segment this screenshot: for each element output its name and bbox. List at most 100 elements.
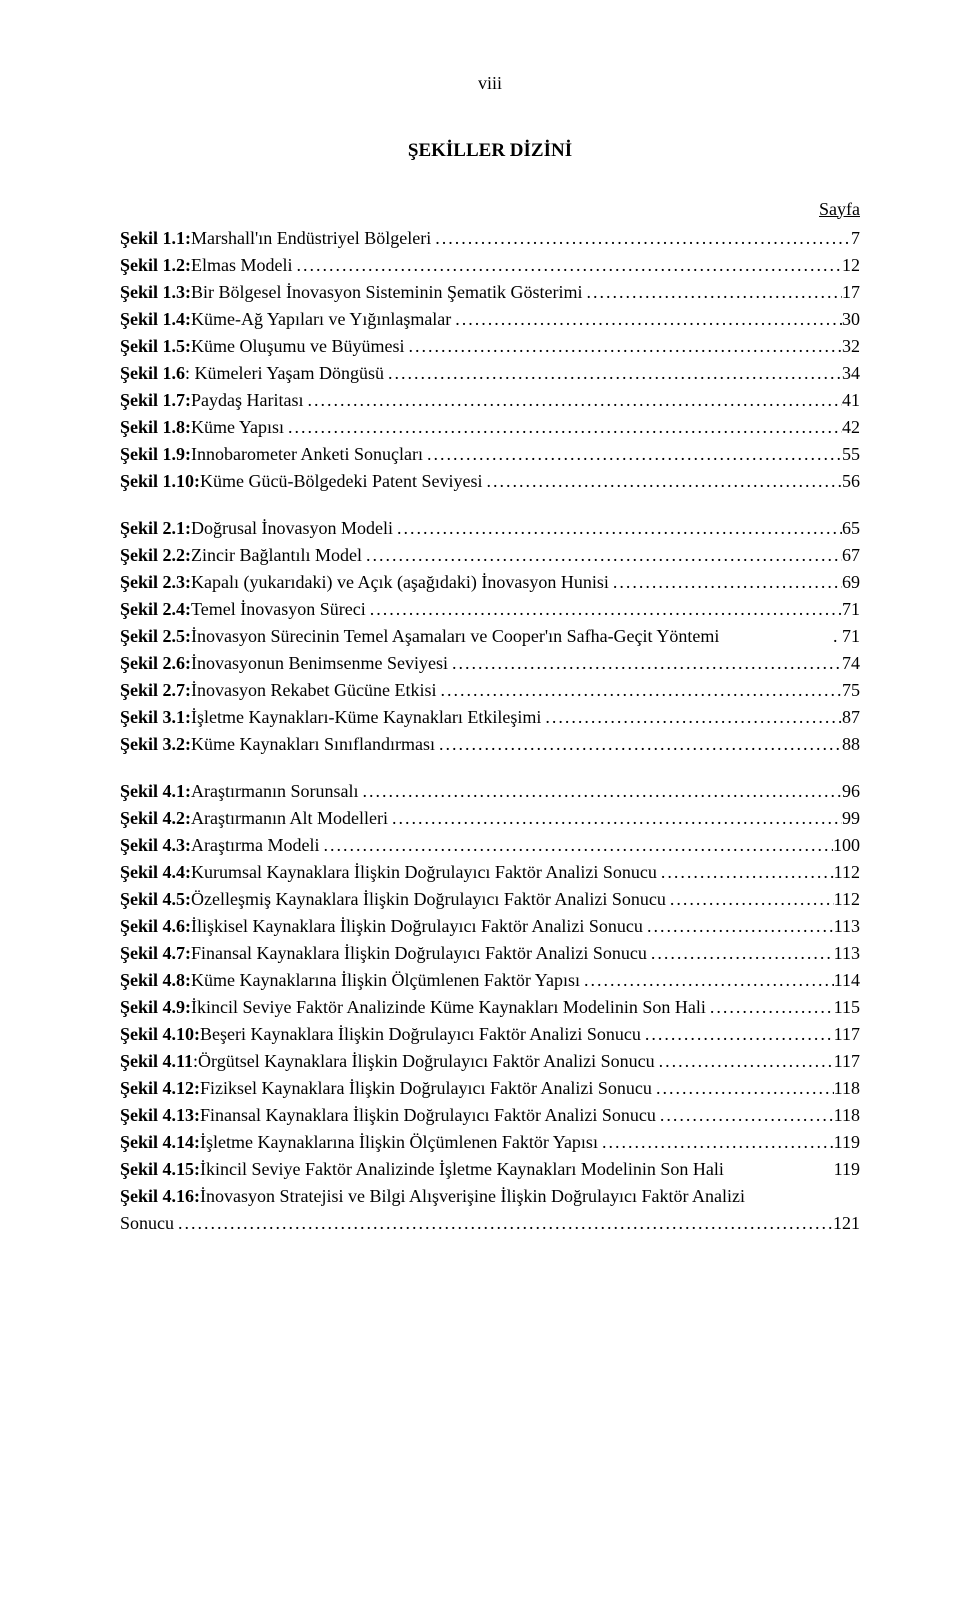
toc-entry-page: 115	[834, 994, 860, 1021]
toc-entry: Şekil 4.13: Finansal Kaynaklara İlişkin …	[120, 1102, 860, 1129]
list-of-figures-heading: ŞEKİLLER DİZİNİ	[120, 137, 860, 166]
toc-entry-page: 65	[842, 515, 860, 542]
toc-entry-label: Şekil 4.14:	[120, 1129, 200, 1156]
toc-entry: Şekil 4.6:İlişkisel Kaynaklara İlişkin D…	[120, 913, 860, 940]
toc-entry-text: İşletme Kaynakları-Küme Kaynakları Etkil…	[191, 704, 541, 731]
toc-entry-text: İkincil Seviye Faktör Analizinde Küme Ka…	[191, 994, 706, 1021]
toc-entry-text: İnovasyon Rekabet Gücüne Etkisi	[191, 677, 436, 704]
toc-entry-page: 117	[834, 1021, 860, 1048]
toc-leader	[284, 414, 842, 441]
toc-entry: Şekil 2.7:İnovasyon Rekabet Gücüne Etkis…	[120, 677, 860, 704]
toc-entry: Şekil 4.14:İşletme Kaynaklarına İlişkin …	[120, 1129, 860, 1156]
toc-entry-label: Şekil 1.8:	[120, 414, 191, 441]
toc-entry: Şekil 1.5: Küme Oluşumu ve Büyümesi32	[120, 333, 860, 360]
toc-entry-text: : Kümeleri Yaşam Döngüsü	[185, 360, 384, 387]
toc-entry-text: İşletme Kaynaklarına İlişkin Ölçümlenen …	[200, 1129, 598, 1156]
toc-leader	[366, 596, 842, 623]
toc-entry-page: 74	[842, 650, 860, 677]
toc-leader	[423, 441, 842, 468]
toc-entry-label: Şekil 1.3:	[120, 279, 191, 306]
toc-entry-text: İlişkisel Kaynaklara İlişkin Doğrulayıcı…	[191, 913, 643, 940]
toc-entry: Şekil 2.3: Kapalı (yukarıdaki) ve Açık (…	[120, 569, 860, 596]
toc-entry-label: Şekil 2.3:	[120, 569, 191, 596]
toc-entry-text: Beşeri Kaynaklara İlişkin Doğrulayıcı Fa…	[200, 1021, 641, 1048]
toc-leader	[609, 569, 842, 596]
toc-entry-page: 56	[842, 468, 860, 495]
toc-entry: Şekil 2.2: Zincir Bağlantılı Model67	[120, 542, 860, 569]
toc-entry-page: 17	[842, 279, 860, 306]
toc-group: Şekil 1.1: Marshall'ın Endüstriyel Bölge…	[120, 225, 860, 495]
toc-entry: Şekil 1.1: Marshall'ın Endüstriyel Bölge…	[120, 225, 860, 252]
toc-entry-text: Araştırmanın Alt Modelleri	[191, 805, 388, 832]
toc-entry: Şekil 4.4: Kurumsal Kaynaklara İlişkin D…	[120, 859, 860, 886]
toc-group: Şekil 4.1: Araştırmanın Sorunsalı96Şekil…	[120, 778, 860, 1237]
toc-leader	[583, 279, 843, 306]
toc-entry-text: Küme Kaynaklarına İlişkin Ölçümlenen Fak…	[191, 967, 580, 994]
toc-entry-page: 113	[834, 940, 860, 967]
toc-entry: Şekil 4.16: İnovasyon Stratejisi ve Bilg…	[120, 1183, 860, 1210]
toc-entry-text: Özelleşmiş Kaynaklara İlişkin Doğrulayıc…	[191, 886, 666, 913]
toc-leader	[652, 1075, 834, 1102]
page-number-roman: viii	[120, 70, 860, 97]
toc-entry-text: Doğrusal İnovasyon Modeli	[191, 515, 393, 542]
toc-entry-text: Bir Bölgesel İnovasyon Sisteminin Şemati…	[191, 279, 582, 306]
toc-entry-text: İkincil Seviye Faktör Analizinde İşletme…	[200, 1156, 724, 1183]
toc-entry-text: Araştırma Modeli	[191, 832, 319, 859]
toc-entry: Şekil 2.1: Doğrusal İnovasyon Modeli65	[120, 515, 860, 542]
toc-entry: Şekil 1.4: Küme-Ağ Yapıları ve Yığınlaşm…	[120, 306, 860, 333]
toc-entry-text: İnovasyonun Benimsenme Seviyesi	[191, 650, 448, 677]
toc-leader	[643, 913, 834, 940]
toc-entry: Şekil 4.2: Araştırmanın Alt Modelleri 99	[120, 805, 860, 832]
toc-entry-label: Şekil 4.3:	[120, 832, 191, 859]
toc-entry-text: Paydaş Haritası	[191, 387, 303, 414]
toc-entry-page: 100	[833, 832, 860, 859]
toc-leader	[435, 731, 842, 758]
toc-entry-label: Şekil 4.2:	[120, 805, 191, 832]
toc-entry: Şekil 4.15: İkincil Seviye Faktör Analiz…	[120, 1156, 860, 1183]
toc-leader	[304, 387, 843, 414]
toc-entry-text: Marshall'ın Endüstriyel Bölgeleri	[191, 225, 431, 252]
toc-entry-page: 121	[833, 1210, 860, 1237]
toc-leader	[388, 805, 842, 832]
toc-entry-label: Şekil 1.2:	[120, 252, 191, 279]
toc-entry-label: Şekil 1.10:	[120, 468, 200, 495]
toc-entry: Şekil 1.3: Bir Bölgesel İnovasyon Sistem…	[120, 279, 860, 306]
toc-entry-label: Şekil 3.2:	[120, 731, 191, 758]
toc-entry: Şekil 4.10:Beşeri Kaynaklara İlişkin Doğ…	[120, 1021, 860, 1048]
toc-leader	[641, 1021, 834, 1048]
toc-entry: Şekil 3.1: İşletme Kaynakları-Küme Kayna…	[120, 704, 860, 731]
toc-entry: Şekil 4.7:Finansal Kaynaklara İlişkin Do…	[120, 940, 860, 967]
toc-entry-page: 55	[842, 441, 860, 468]
toc-entry: Şekil 2.4: Temel İnovasyon Süreci71	[120, 596, 860, 623]
toc-leader	[541, 704, 842, 731]
toc-entry-label: Şekil 2.2:	[120, 542, 191, 569]
toc-entry-page: 12	[842, 252, 860, 279]
toc-entry: Şekil 4.9: İkincil Seviye Faktör Analizi…	[120, 994, 860, 1021]
toc-entry-page: 112	[834, 886, 860, 913]
toc-entry-label: Şekil 4.6:	[120, 913, 191, 940]
toc-entry-page: 71	[842, 596, 860, 623]
toc-entry-label: Şekil 4.4:	[120, 859, 191, 886]
toc-entry-text: Fiziksel Kaynaklara İlişkin Doğrulayıcı …	[200, 1075, 652, 1102]
toc-entry-page: 32	[842, 333, 860, 360]
toc-entry-page: 99	[842, 805, 860, 832]
toc-entry-label: Şekil 1.5:	[120, 333, 191, 360]
toc-entry-label: Şekil 4.7:	[120, 940, 191, 967]
toc-entry-text: Küme-Ağ Yapıları ve Yığınlaşmalar	[191, 306, 451, 333]
toc-leader	[657, 859, 834, 886]
toc-leader	[384, 360, 842, 387]
toc-entry-page: 113	[834, 913, 860, 940]
toc-entry-text: Kurumsal Kaynaklara İlişkin Doğrulayıcı …	[191, 859, 657, 886]
toc-entry-page: 119	[834, 1156, 860, 1183]
toc-leader	[598, 1129, 834, 1156]
toc-entry: Şekil 1.8: Küme Yapısı42	[120, 414, 860, 441]
toc-entry-label: Şekil 3.1:	[120, 704, 191, 731]
toc-entry-page: 114	[834, 967, 860, 994]
toc-leader	[482, 468, 842, 495]
toc-entry-page: 118	[834, 1075, 860, 1102]
toc-entry-text: Temel İnovasyon Süreci	[191, 596, 366, 623]
toc-entry-page: 117	[834, 1048, 860, 1075]
toc-group: Şekil 2.1: Doğrusal İnovasyon Modeli65Şe…	[120, 515, 860, 758]
toc-entry-page: 119	[834, 1129, 860, 1156]
toc-leader	[580, 967, 834, 994]
